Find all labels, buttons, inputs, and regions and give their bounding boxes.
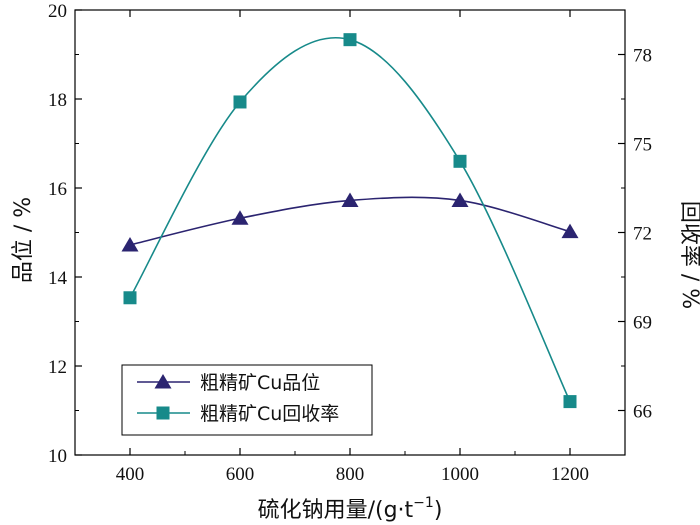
data-point [231,210,249,225]
x-axis-title-main: 硫化钠用量/(g·t [258,498,414,523]
legend-item-recovery [137,406,190,420]
left-axis: 10 12 14 16 18 20 [48,1,82,467]
series-grade [121,192,579,252]
x-tick-label: 800 [336,464,365,485]
x-axis-title-close: ) [434,498,443,523]
right-axis-title: 回收率 / % [677,201,700,309]
left-axis-title: 品位 / % [11,197,36,283]
right-tick-label: 66 [633,402,652,423]
x-axis: 400 600 800 1000 1200 [74,10,626,485]
data-point [123,291,137,305]
x-tick-label: 1000 [441,464,479,485]
x-axis-title-superscript: −1 [413,495,434,511]
x-tick-label: 400 [116,464,145,485]
series-layer [121,33,579,409]
right-tick-label: 75 [633,135,652,156]
data-point [561,223,579,239]
data-point [341,192,359,207]
legend-item-grade [137,374,190,389]
left-tick-label: 16 [48,179,67,200]
data-point [451,192,469,207]
legend: 粗精矿Cu品位 粗精矿Cu回收率 [121,364,373,436]
legend-marker [154,374,172,389]
right-axis: 66 69 72 75 78 [618,9,652,456]
data-point [453,154,467,168]
right-tick-label: 69 [633,313,652,334]
left-tick-label: 14 [48,268,68,289]
legend-marker [156,406,170,420]
x-axis-title: 硫化钠用量/(g·t−1) [258,495,443,523]
left-tick-label: 10 [48,446,67,467]
data-point [233,95,247,109]
left-tick-label: 12 [48,357,67,378]
x-tick-label: 1200 [551,464,589,485]
data-point [343,33,357,47]
left-tick-label: 20 [48,1,67,22]
right-tick-label: 78 [633,46,652,67]
series-recovery [123,33,577,409]
data-point [121,236,139,252]
legend-label-recovery: 粗精矿Cu回收率 [200,403,339,425]
legend-label-grade: 粗精矿Cu品位 [200,372,320,394]
series-line [129,37,571,402]
left-tick-label: 18 [48,90,67,111]
data-point [563,395,577,409]
right-tick-label: 72 [633,224,652,245]
x-tick-label: 600 [226,464,255,485]
